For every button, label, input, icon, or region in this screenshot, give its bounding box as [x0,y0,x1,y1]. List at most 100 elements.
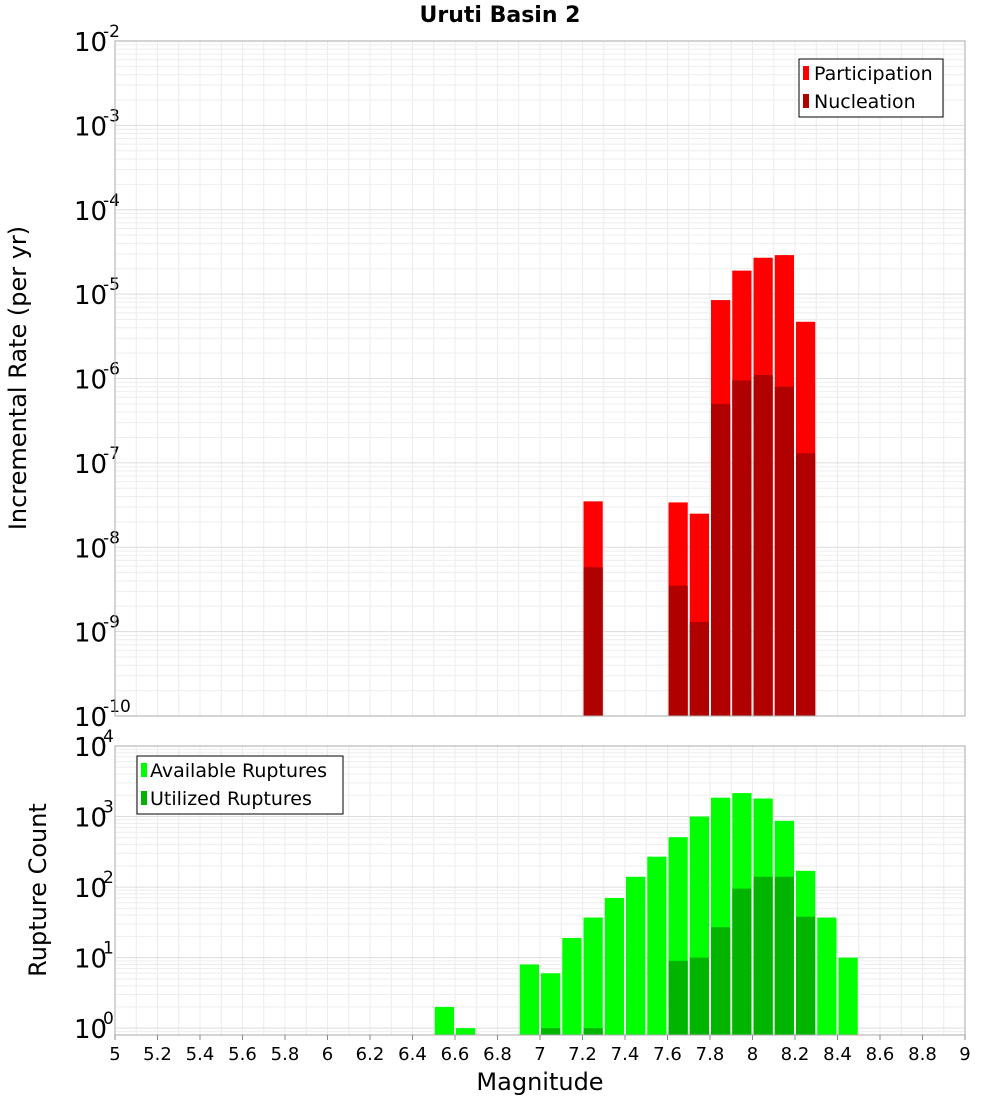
x-tick-label: 5.8 [271,1044,300,1065]
x-tick-label: 6 [322,1044,333,1065]
top-legend: Participation Nucleation [798,58,944,118]
bottom-y-axis-label: Rupture Count [24,803,52,977]
x-ticks: 5 5.2 5.4 5.6 5.8 6 6.2 6.4 6.6 6.8 7 7.2 7.4 7.6 7.8 8… [109,1035,971,1065]
x-tick-label: 8.2 [781,1044,810,1065]
available-bar [583,917,603,1035]
available-bar [838,957,858,1035]
top-plot-frame [114,40,966,717]
available-bar [817,917,837,1035]
top-y-tick-label: 10 [74,619,107,649]
top-y-tick-label-exponent: -8 [103,528,120,548]
utilized-bar [732,888,752,1035]
top-y-tick-label: 10 [74,28,107,58]
utilized-bar [753,876,773,1035]
utilized-bar [774,876,794,1035]
top-y-tick-label-exponent: -7 [103,444,120,464]
available-bar [647,856,667,1035]
x-tick-label: 6.6 [441,1044,470,1065]
x-tick-label: 8.6 [866,1044,895,1065]
x-tick-label: 5.4 [186,1044,215,1065]
available-bar [541,973,561,1035]
top-y-tick-label-exponent: -2 [103,22,120,42]
x-tick-label: 7 [534,1044,545,1065]
participation-legend-label: Participation [814,63,933,85]
bottom-y-tick-label-exponent: 1 [103,939,114,959]
bottom-y-tick-label: 10 [74,1015,107,1045]
utilized-bar [689,957,709,1035]
bottom-y-tick-label-exponent: 3 [103,798,114,818]
available-bar [519,964,539,1035]
utilized-bar [668,960,688,1035]
x-tick-label: 8 [747,1044,758,1065]
top-y-axis-label: Incremental Rate (per yr) [4,226,32,530]
x-tick-label: 8.4 [823,1044,852,1065]
bottom-y-tick-label: 10 [74,804,107,834]
x-axis-label: Magnitude [476,1068,603,1096]
participation-legend-swatch [803,66,809,80]
x-tick-label: 7.6 [653,1044,682,1065]
x-tick-label: 6.2 [356,1044,385,1065]
available-legend-swatch [141,763,147,777]
top-y-tick-label-exponent: -3 [103,106,120,126]
x-tick-label: 8.8 [908,1044,937,1065]
x-tick-label: 7.8 [696,1044,725,1065]
utilized-legend-swatch [141,791,147,805]
bottom-y-tick-label-exponent: 0 [103,1009,114,1029]
nucleation-bar [668,585,688,716]
top-y-tick-label-exponent: -10 [103,697,131,717]
x-tick-label: 9 [959,1044,970,1065]
nucleation-bar [796,453,816,716]
x-tick-label: 6.4 [398,1044,427,1065]
available-bar [604,898,624,1035]
available-legend-label: Available Ruptures [150,760,327,782]
x-tick-label: 7.4 [611,1044,640,1065]
bottom-legend: Available Ruptures Utilized Ruptures [136,755,344,815]
utilized-legend-label: Utilized Ruptures [150,788,312,810]
top-y-tick-label-exponent: -4 [103,191,120,211]
available-bar [626,876,646,1035]
bottom-y-tick-label-exponent: 4 [103,727,114,747]
utilized-bar [796,916,816,1035]
x-tick-label: 6.8 [483,1044,512,1065]
top-y-tick-label-exponent: -6 [103,360,120,380]
top-y-tick-label-exponent: -5 [103,275,120,295]
top-y-tick-label: 10 [74,534,107,564]
nucleation-bar [583,567,603,716]
top-y-tick-label: 10 [74,281,107,311]
x-tick-label: 5.6 [228,1044,257,1065]
top-y-tick-label: 10 [74,366,107,396]
utilized-bar [583,1028,603,1035]
available-bar [434,1006,454,1035]
nucleation-bar [732,380,752,716]
nucleation-bar [753,375,773,716]
utilized-bar [541,1028,561,1035]
bottom-legend-box [136,755,344,815]
x-tick-label: 7.2 [568,1044,597,1065]
bottom-y-tick-label: 10 [74,945,107,975]
x-tick-label: 5 [109,1044,120,1065]
top-bars [583,255,816,716]
available-bar [456,1028,476,1035]
x-tick-label: 5.2 [143,1044,172,1065]
top-y-tick-label-exponent: -9 [103,613,120,633]
nucleation-bar [711,403,731,716]
nucleation-bar [689,622,709,716]
bottom-y-tick-label-exponent: 2 [103,868,114,888]
top-y-tick-label: 10 [74,112,107,142]
bottom-y-tick-label: 10 [74,874,107,904]
top-grid [114,41,966,717]
top-legend-box [798,58,944,118]
nucleation-legend-label: Nucleation [814,91,916,113]
utilized-bar [711,927,731,1035]
nucleation-legend-swatch [803,94,809,108]
chart-title: Uruti Basin 2 [420,3,581,28]
nucleation-bar [774,386,794,716]
bottom-bars [434,793,858,1035]
available-bar [562,937,582,1035]
bottom-y-tick-label: 10 [74,733,107,763]
